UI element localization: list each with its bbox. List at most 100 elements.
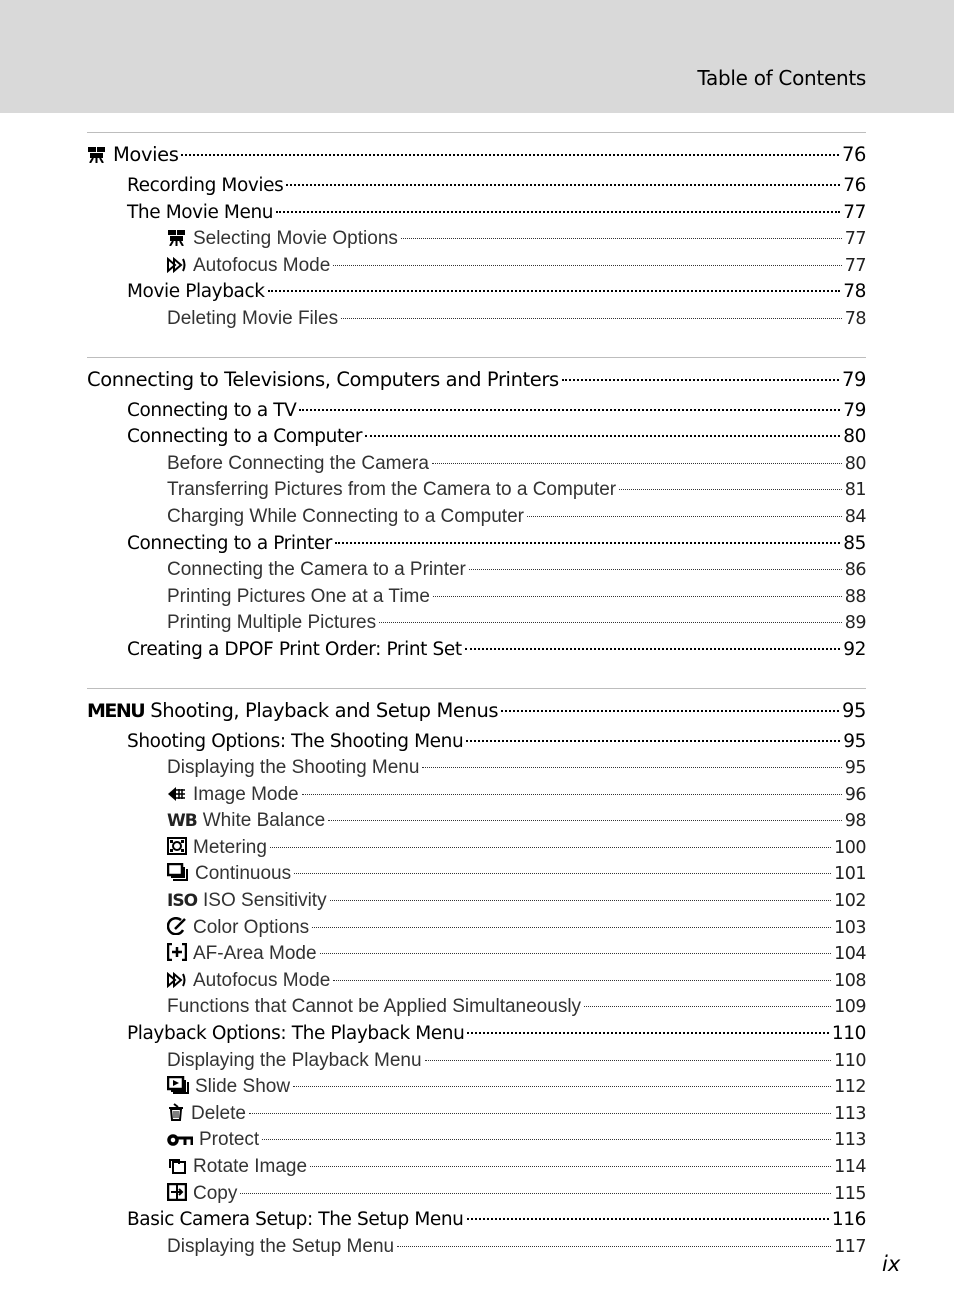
toc-entry[interactable]: Charging While Connecting to a Computer 8… bbox=[87, 504, 867, 531]
toc-entry-page: 77 bbox=[844, 255, 867, 276]
dot-leader bbox=[526, 515, 842, 517]
toc-entry-title: Rotate Image bbox=[193, 1156, 308, 1177]
dot-leader bbox=[319, 953, 832, 955]
dot-leader bbox=[248, 1112, 832, 1114]
toc-section: Movies 76 Recording Movies 76 The Movie Menu… bbox=[87, 132, 867, 333]
toc-entry-title: Delete bbox=[191, 1102, 246, 1124]
color-options-icon bbox=[166, 915, 187, 942]
toc-entry-title: Continuous bbox=[195, 863, 292, 885]
toc-entry-page: 76 bbox=[841, 143, 866, 166]
toc-entry-title: Deleting Movie Files bbox=[167, 307, 339, 329]
toc-entry[interactable]: Connecting to a Computer 80 bbox=[87, 424, 866, 451]
toc-entry[interactable]: Selecting Movie Options 77 bbox=[87, 226, 867, 253]
toc-entry[interactable]: Image Mode 96 bbox=[87, 782, 867, 809]
toc-entry[interactable]: Playback Options: The Playback Menu 110 bbox=[87, 1021, 866, 1048]
toc-entry-page: 112 bbox=[834, 1077, 866, 1098]
toc-entry-page: 80 bbox=[843, 426, 866, 448]
toc-entry-page: 113 bbox=[834, 1103, 866, 1124]
toc-entry[interactable]: Metering 100 bbox=[87, 835, 866, 862]
toc-entry[interactable]: ISO ISO Sensitivity 102 bbox=[87, 888, 866, 915]
toc-entry-page: 79 bbox=[841, 367, 866, 391]
toc-entry-title: Functions that Cannot be Applied Simulta… bbox=[167, 996, 582, 1018]
dot-leader bbox=[299, 408, 841, 411]
toc-entry[interactable]: Copy 115 bbox=[87, 1181, 866, 1208]
toc-entry[interactable]: Displaying the Playback Menu 110 bbox=[87, 1048, 866, 1075]
toc-entry[interactable]: Connecting to Televisions, Computers and… bbox=[87, 362, 866, 398]
toc-entry-page: 103 bbox=[834, 917, 866, 938]
toc-entry-title: Image Mode bbox=[193, 783, 299, 805]
toc-entry[interactable]: Movies 76 bbox=[87, 137, 866, 173]
toc-entry[interactable]: Displaying the Shooting Menu 95 bbox=[87, 755, 867, 782]
dot-leader bbox=[400, 238, 842, 240]
toc-entry-page: 78 bbox=[844, 308, 867, 329]
toc-entry-title: AF-Area Mode bbox=[193, 943, 317, 965]
toc-entry[interactable]: Displaying the Setup Menu 117 bbox=[87, 1234, 866, 1261]
dot-leader bbox=[181, 154, 839, 156]
dot-leader bbox=[269, 846, 832, 848]
image-mode-icon bbox=[167, 782, 187, 809]
toc-entry-title: The Movie Menu bbox=[127, 201, 274, 223]
toc-entry-title: Slide Show bbox=[195, 1076, 291, 1098]
toc-entry-page: 104 bbox=[834, 944, 866, 965]
toc-entry[interactable]: Deleting Movie Files 78 bbox=[87, 306, 867, 333]
toc-entry-page: 96 bbox=[844, 784, 867, 805]
dot-leader bbox=[335, 541, 841, 544]
toc-entry[interactable]: WB White Balance 98 bbox=[87, 808, 867, 835]
page-number: ix bbox=[882, 1252, 901, 1276]
toc-entry[interactable]: Functions that Cannot be Applied Simulta… bbox=[87, 994, 866, 1021]
toc-entry[interactable]: Slide Show 112 bbox=[87, 1074, 866, 1101]
toc-entry[interactable]: Before Connecting the Camera 80 bbox=[87, 451, 867, 478]
toc-entry-page: 77 bbox=[844, 229, 867, 250]
page-header: Table of Contents bbox=[0, 0, 954, 113]
toc-entry-title: Shooting, Playback and Setup Menus bbox=[150, 698, 499, 722]
metering-icon bbox=[167, 835, 187, 862]
toc-entry[interactable]: Shooting Options: The Shooting Menu 95 bbox=[87, 729, 866, 756]
dot-leader bbox=[468, 569, 842, 571]
toc-entry-title: Connecting to a TV bbox=[127, 399, 297, 421]
dot-leader bbox=[267, 290, 841, 293]
dot-leader bbox=[286, 184, 841, 186]
toc-entry-page: 84 bbox=[844, 506, 867, 527]
toc-entry[interactable]: Color Options 103 bbox=[87, 915, 866, 942]
toc-entry-title: Movies bbox=[113, 143, 179, 166]
toc-entry[interactable]: AF-Area Mode 104 bbox=[87, 941, 866, 968]
toc-entry-page: 89 bbox=[844, 613, 867, 634]
toc-entry-page: 80 bbox=[844, 453, 867, 474]
toc-entry-title: Copy bbox=[193, 1182, 238, 1204]
toc-entry-page: 86 bbox=[844, 560, 867, 581]
dot-leader bbox=[333, 264, 842, 266]
toc-entry[interactable]: MENU Shooting, Playback and Setup Menus 95 bbox=[87, 693, 866, 729]
dot-leader bbox=[464, 647, 841, 650]
toc-entry[interactable]: The Movie Menu 77 bbox=[87, 200, 866, 227]
af-area-mode-icon bbox=[166, 941, 188, 968]
toc-entry-page: 95 bbox=[843, 730, 866, 752]
toc-entry[interactable]: Printing Multiple Pictures 89 bbox=[87, 610, 867, 637]
toc-entry-page: 88 bbox=[844, 586, 867, 607]
toc-entry-title: Creating a DPOF Print Order: Print Set bbox=[127, 638, 462, 660]
dot-leader bbox=[432, 595, 842, 597]
dot-leader bbox=[312, 926, 832, 928]
toc-entry[interactable]: Transferring Pictures from the Camera to… bbox=[87, 477, 867, 504]
toc-entry[interactable]: Rotate Image 114 bbox=[87, 1154, 866, 1181]
toc-entry[interactable]: Continuous 101 bbox=[87, 861, 866, 888]
toc-entry[interactable]: Basic Camera Setup: The Setup Menu 116 bbox=[87, 1207, 866, 1234]
toc-entry[interactable]: Movie Playback 78 bbox=[87, 279, 866, 306]
toc-entry-title: Movie Playback bbox=[127, 281, 265, 303]
toc-entry[interactable]: Connecting to a TV 79 bbox=[87, 398, 866, 425]
toc-entry-page: 108 bbox=[834, 970, 866, 991]
toc-entry[interactable]: Protect 113 bbox=[87, 1127, 866, 1154]
toc-entry[interactable]: Connecting the Camera to a Printer 86 bbox=[87, 557, 867, 584]
dot-leader bbox=[466, 1218, 829, 1221]
toc-entry-title: Before Connecting the Camera bbox=[167, 452, 429, 474]
toc-entry[interactable]: Delete 113 bbox=[87, 1101, 866, 1128]
toc-entry-title: Autofocus Mode bbox=[193, 254, 331, 276]
toc-entry-page: 100 bbox=[834, 837, 866, 858]
toc-entry[interactable]: Creating a DPOF Print Order: Print Set 92 bbox=[87, 637, 866, 664]
toc-entry[interactable]: Autofocus Mode 77 bbox=[87, 253, 867, 280]
toc-entry[interactable]: Autofocus Mode 108 bbox=[87, 968, 866, 995]
toc-entry[interactable]: Connecting to a Printer 85 bbox=[87, 531, 866, 558]
slide-show-icon bbox=[166, 1074, 189, 1101]
toc-entry[interactable]: Recording Movies 76 bbox=[87, 173, 866, 200]
toc-entry[interactable]: Printing Pictures One at a Time 88 bbox=[87, 584, 867, 611]
toc-entry-page: 113 bbox=[834, 1130, 866, 1151]
